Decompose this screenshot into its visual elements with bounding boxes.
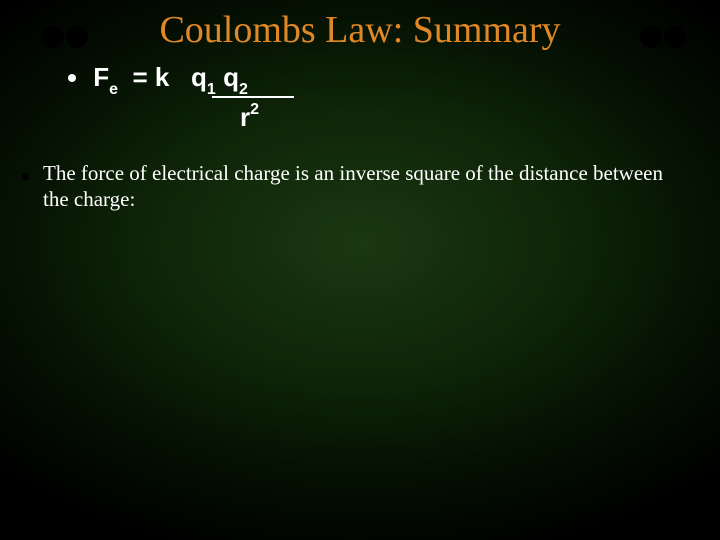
title-bullet-right [636, 22, 682, 44]
bullet-3d-icon [660, 22, 682, 44]
formula-q1: q [191, 62, 207, 92]
formula-denominator: r2 [240, 102, 259, 133]
bullet-3d-icon [62, 22, 84, 44]
formula-numerator: Fe = k q1 q2 [68, 62, 248, 97]
bullet-3d-icon [38, 22, 60, 44]
title-bullet-left [38, 22, 84, 44]
formula-r-exp: 2 [250, 101, 259, 118]
bullet-3d-icon [636, 22, 658, 44]
formula-q2: q [223, 62, 239, 92]
formula-F: F [93, 62, 109, 92]
title-row: Coulombs Law: Summary [0, 8, 720, 52]
bullet-3d-icon [18, 169, 25, 176]
body-row: The force of electrical charge is an inv… [18, 160, 690, 213]
body-text: The force of electrical charge is an inv… [43, 160, 690, 213]
slide-title: Coulombs Law: Summary [159, 8, 560, 52]
fraction-bar [212, 96, 294, 98]
bullet-dot-icon [68, 74, 76, 82]
formula-eq: = k [132, 62, 169, 92]
formula-F-sub: e [109, 81, 118, 98]
formula-r: r [240, 102, 250, 132]
formula-block: Fe = k q1 q2 r2 [68, 62, 248, 97]
